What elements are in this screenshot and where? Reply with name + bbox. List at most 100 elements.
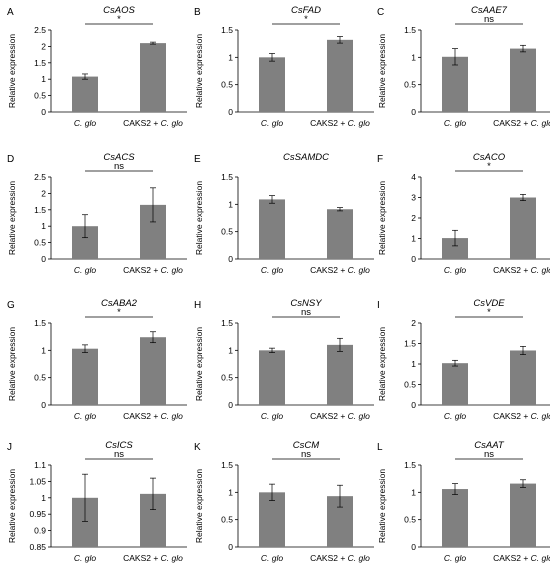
- y-tick-label: 2.5: [34, 25, 46, 35]
- bar: [510, 197, 536, 259]
- significance-label: ns: [301, 307, 311, 318]
- x-tick-label: CAKS2 + C. glo: [310, 553, 370, 563]
- y-axis-title: Relative expression: [7, 34, 17, 108]
- y-tick-label: 0.5: [34, 373, 46, 383]
- panel-letter: D: [7, 154, 14, 165]
- y-tick-label: 0.5: [404, 380, 416, 390]
- y-tick-label: 1: [41, 345, 46, 355]
- significance-label: ns: [484, 449, 494, 460]
- bar: [327, 39, 353, 113]
- bar: [259, 492, 285, 547]
- y-axis-title: Relative expression: [377, 34, 387, 108]
- significance-label: *: [117, 14, 121, 25]
- x-tick-label: CAKS2 + C. glo: [493, 265, 550, 275]
- y-tick-label: 1: [41, 493, 46, 503]
- gene-title: CsACS: [103, 152, 135, 163]
- panel-letter: L: [377, 442, 383, 453]
- gene-title: CsAAE7: [471, 5, 508, 16]
- y-axis-title: Relative expression: [377, 327, 387, 401]
- y-tick-label: 1: [411, 234, 416, 244]
- panel-a: A CsAOS Relative expression 0 0.5 1 1.5 2 2.5 C. …: [7, 5, 187, 128]
- panel-letter: J: [7, 442, 12, 453]
- panel-g: G CsABA2 Relative expression 0 0.5 1 1.5 C. glo…: [7, 298, 187, 421]
- y-tick-label: 1: [41, 221, 46, 231]
- x-tick-label: C. glo: [444, 411, 466, 421]
- bar: [442, 363, 468, 405]
- bar: [442, 56, 468, 112]
- y-tick-label: 0.5: [221, 373, 233, 383]
- significance-label: *: [117, 307, 121, 318]
- panel-j: J CsICS Relative expression 0.85 0.9 0.95 1 1.0…: [7, 440, 187, 563]
- y-tick-label: 1: [41, 74, 46, 84]
- x-tick-label: C. glo: [444, 118, 466, 128]
- x-tick-label: C. glo: [74, 411, 96, 421]
- y-axis-title: Relative expression: [194, 34, 204, 108]
- panel-letter: E: [194, 154, 201, 165]
- bar: [327, 344, 353, 405]
- panel-l: L CsAAT Relative expression 0 0.5 1 1.5 C. glo C…: [377, 440, 550, 563]
- panel-letter: A: [7, 7, 14, 18]
- y-tick-label: 1.05: [29, 476, 46, 486]
- y-axis-title: Relative expression: [377, 469, 387, 543]
- bar: [72, 348, 98, 405]
- y-tick-label: 0: [41, 254, 46, 264]
- x-tick-label: C. glo: [74, 553, 96, 563]
- y-axis-title: Relative expression: [377, 181, 387, 255]
- gene-title: CsNSY: [290, 298, 322, 309]
- y-tick-label: 1.5: [404, 339, 416, 349]
- x-tick-label: C. glo: [261, 265, 283, 275]
- bar: [510, 483, 536, 547]
- y-tick-label: 3: [411, 193, 416, 203]
- y-tick-label: 1.5: [221, 460, 233, 470]
- y-tick-label: 1.5: [221, 172, 233, 182]
- y-tick-label: 0.5: [221, 515, 233, 525]
- bar: [259, 350, 285, 405]
- y-tick-label: 1.5: [221, 25, 233, 35]
- panel-e: E CsSAMDC Relative expression 0 0.5 1 1.5 C. gl…: [194, 152, 374, 275]
- panel-letter: C: [377, 7, 384, 18]
- y-tick-label: 0.5: [404, 80, 416, 90]
- y-tick-label: 1: [411, 359, 416, 369]
- significance-label: *: [487, 307, 491, 318]
- bar: [510, 350, 536, 405]
- y-tick-label: 4: [411, 172, 416, 182]
- y-axis-title: Relative expression: [194, 181, 204, 255]
- y-tick-label: 0.5: [34, 238, 46, 248]
- y-tick-label: 2: [41, 188, 46, 198]
- x-tick-label: CAKS2 + C. glo: [123, 118, 183, 128]
- gene-title: CsABA2: [101, 298, 138, 309]
- bar: [259, 57, 285, 112]
- bar: [327, 209, 353, 259]
- gene-title: CsACO: [473, 152, 506, 163]
- panel-letter: F: [377, 154, 383, 165]
- y-tick-label: 1: [228, 52, 233, 62]
- y-tick-label: 2.5: [34, 172, 46, 182]
- gene-title: CsSAMDC: [283, 152, 329, 163]
- y-tick-label: 0.85: [29, 542, 46, 552]
- x-tick-label: CAKS2 + C. glo: [123, 553, 183, 563]
- gene-title: CsAOS: [103, 5, 135, 16]
- x-tick-label: CAKS2 + C. glo: [493, 553, 550, 563]
- y-tick-label: 1: [411, 52, 416, 62]
- y-tick-label: 0: [228, 254, 233, 264]
- bar: [259, 199, 285, 259]
- y-tick-label: 0.9: [34, 526, 46, 536]
- bar: [510, 48, 536, 112]
- y-tick-label: 1.5: [404, 460, 416, 470]
- panel-letter: I: [377, 300, 380, 311]
- y-tick-label: 0: [411, 400, 416, 410]
- y-tick-label: 0.5: [404, 515, 416, 525]
- significance-label: ns: [301, 449, 311, 460]
- y-tick-label: 2: [411, 318, 416, 328]
- x-tick-label: CAKS2 + C. glo: [310, 265, 370, 275]
- y-tick-label: 0.5: [221, 227, 233, 237]
- panel-c: C CsAAE7 Relative expression 0 0.5 1 1.5 C. glo…: [377, 5, 550, 128]
- y-tick-label: 1.5: [34, 205, 46, 215]
- x-tick-label: C. glo: [74, 118, 96, 128]
- y-tick-label: 1.5: [34, 318, 46, 328]
- bar: [442, 489, 468, 547]
- y-tick-label: 1: [411, 487, 416, 497]
- significance-label: *: [304, 14, 308, 25]
- x-tick-label: C. glo: [74, 265, 96, 275]
- x-tick-label: CAKS2 + C. glo: [493, 118, 550, 128]
